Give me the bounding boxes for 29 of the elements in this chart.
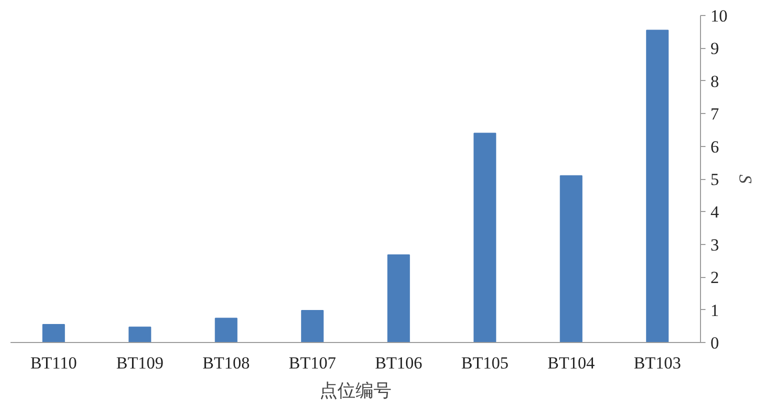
y-tick-label: 2: [710, 268, 719, 288]
x-tick-label: BT103: [634, 354, 681, 372]
y-axis-title: S: [736, 174, 756, 184]
y-tick-label: 8: [710, 72, 719, 91]
x-axis-title: 点位编号: [320, 380, 392, 402]
x-tick-label: BT109: [116, 354, 164, 372]
y-tick-label: 3: [710, 235, 719, 254]
y-tick-label: 1: [710, 300, 719, 320]
y-tick-label: 5: [710, 170, 719, 189]
bar: [646, 30, 669, 342]
x-tick-label: BT106: [375, 354, 422, 372]
bar: [301, 310, 324, 342]
x-tick-label: BT108: [202, 354, 250, 372]
bar: [42, 324, 65, 342]
bar: [128, 326, 152, 342]
bar: [560, 175, 582, 342]
y-tick-label: 9: [710, 39, 719, 58]
bar: [214, 318, 238, 342]
x-tick-label: BT104: [548, 354, 596, 372]
y-tick-label: 6: [710, 137, 719, 156]
bar: [387, 254, 410, 342]
x-tick-label: BT107: [288, 354, 336, 372]
y-tick-label: 0: [710, 334, 719, 352]
bar: [474, 132, 496, 342]
y-tick-label: 10: [710, 6, 728, 26]
x-tick-label: BT105: [461, 354, 508, 372]
x-tick-label: BT110: [30, 354, 77, 372]
y-tick-label: 7: [710, 104, 720, 124]
y-tick-label: 4: [710, 202, 720, 222]
